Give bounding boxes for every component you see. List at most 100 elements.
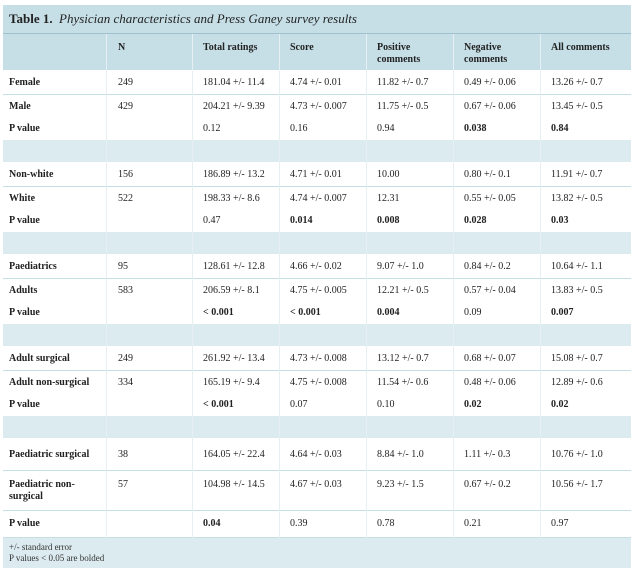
row-divider [3,278,631,279]
row-label: Female [9,77,41,88]
table-cell: 0.39 [290,518,308,529]
column-divider [106,34,107,538]
table-cell: 0.84 [551,123,569,134]
row-divider [3,94,631,95]
table-row: P value < 0.001 0.07 0.10 0.02 0.02 [3,394,631,416]
row-label: P value [9,307,40,318]
header-n: N [118,42,126,53]
table-cell: 583 [118,285,133,296]
table-cell: 198.33 +/- 8.6 [203,193,260,204]
table-cell: 0.47 [203,215,221,226]
row-label: P value [9,215,40,226]
row-divider [3,537,631,538]
table-cell: 13.12 +/- 0.7 [377,353,429,364]
table-cell: 11.91 +/- 0.7 [551,169,603,180]
table-cell: 4.64 +/- 0.03 [290,449,342,460]
table-cell: 95 [118,261,128,272]
table-cell: 334 [118,377,133,388]
table-cell: 0.67 +/- 0.2 [464,479,511,490]
table-row: P value 0.47 0.014 0.008 0.028 0.03 [3,210,631,232]
table-cell: 13.82 +/- 0.5 [551,193,603,204]
row-label: Non-white [9,169,54,180]
table-cell: 0.038 [464,123,487,134]
table-cell: 10.64 +/- 1.1 [551,261,603,272]
column-divider [192,34,193,538]
table-row: Adult surgical 249 261.92 +/- 13.4 4.73 +/-… [3,348,631,370]
table-cell: 12.89 +/- 0.6 [551,377,603,388]
table-cell: 10.00 [377,169,400,180]
table-title-bar: Table 1. Physician characteristics and P… [3,5,631,34]
header-positive-comments: Positive comments [377,42,421,65]
table-cell: 1.11 +/- 0.3 [464,449,511,460]
table-cell: 4.75 +/- 0.005 [290,285,347,296]
row-label: Adults [9,285,38,296]
table-cell: 0.68 +/- 0.07 [464,353,516,364]
table-cell: 4.74 +/- 0.007 [290,193,347,204]
table-cell: 0.10 [377,399,395,410]
table-cell: 0.21 [464,518,482,529]
header-total-ratings: Total ratings [203,42,258,53]
table-cell: 11.82 +/- 0.7 [377,77,429,88]
footnote-p-values: P values < 0.05 are bolded [9,553,105,563]
row-label: Paediatric non-surgical [9,479,75,502]
table-cell: 0.16 [290,123,308,134]
table-cell: 4.66 +/- 0.02 [290,261,342,272]
table-cell: 12.31 [377,193,400,204]
group-separator [3,140,631,162]
table-cell: 13.45 +/- 0.5 [551,101,603,112]
table-cell: 57 [118,479,128,490]
table-cell: 13.26 +/- 0.7 [551,77,603,88]
row-divider [3,510,631,511]
table-cell: 0.004 [377,307,400,318]
table-cell: < 0.001 [203,399,234,410]
table-cell: 128.61 +/- 12.8 [203,261,265,272]
table-cell: 0.97 [551,518,569,529]
table-cell: 165.19 +/- 9.4 [203,377,260,388]
header-all-comments: All comments [551,42,610,53]
table-cell: 0.03 [551,215,569,226]
row-label: P value [9,518,40,529]
column-divider [540,34,541,538]
table-cell: 4.75 +/- 0.008 [290,377,347,388]
table-cell: 164.05 +/- 22.4 [203,449,265,460]
table-cell: 0.028 [464,215,487,226]
table-cell: 8.84 +/- 1.0 [377,449,424,460]
table-row: Adults 583 206.59 +/- 8.1 4.75 +/- 0.005 12.… [3,279,631,302]
table-cell: 0.80 +/- 0.1 [464,169,511,180]
row-label: Adult surgical [9,353,70,364]
table-cell: 11.75 +/- 0.5 [377,101,429,112]
table-row: Paediatrics 95 128.61 +/- 12.8 4.66 +/- 0.0… [3,256,631,278]
table-cell: 4.67 +/- 0.03 [290,479,342,490]
table-cell: 104.98 +/- 14.5 [203,479,265,490]
row-label: Male [9,101,31,112]
row-label: P value [9,399,40,410]
table-cell: 0.48 +/- 0.06 [464,377,516,388]
column-divider [453,34,454,538]
table-row: Non-white 156 186.89 +/- 13.2 4.71 +/- 0.01… [3,164,631,186]
table-row: White 522 198.33 +/- 8.6 4.74 +/- 0.007 12.3… [3,187,631,210]
table-label: Table 1. [9,11,53,26]
row-label: P value [9,123,40,134]
table-cell: 429 [118,101,133,112]
table-cell: 9.23 +/- 1.5 [377,479,424,490]
row-divider [3,370,631,371]
table-cell: 204.21 +/- 9.39 [203,101,265,112]
table-cell: 0.49 +/- 0.06 [464,77,516,88]
header-negative-comments: Negative comments [464,42,508,65]
table-cell: < 0.001 [290,307,321,318]
column-divider [279,34,280,538]
table-cell: 10.56 +/- 1.7 [551,479,603,490]
table-cell: 4.73 +/- 0.008 [290,353,347,364]
table-cell: 15.08 +/- 0.7 [551,353,603,364]
row-label: Paediatrics [9,261,57,272]
table-cell: 0.12 [203,123,221,134]
table-cell: 0.02 [551,399,569,410]
table-cell: 0.57 +/- 0.04 [464,285,516,296]
table-row: Paediatric non-surgical 57 104.98 +/- 14.5… [3,472,631,510]
header-score: Score [290,42,314,53]
table-row: Female 249 181.04 +/- 11.4 4.74 +/- 0.01 11.… [3,72,631,94]
table-cell: 186.89 +/- 13.2 [203,169,265,180]
table-footnotes: +/- standard error P values < 0.05 are b… [3,538,631,568]
table-header-row: N Total ratings Score Positive comments … [3,34,631,70]
table-cell: 0.04 [203,518,221,529]
